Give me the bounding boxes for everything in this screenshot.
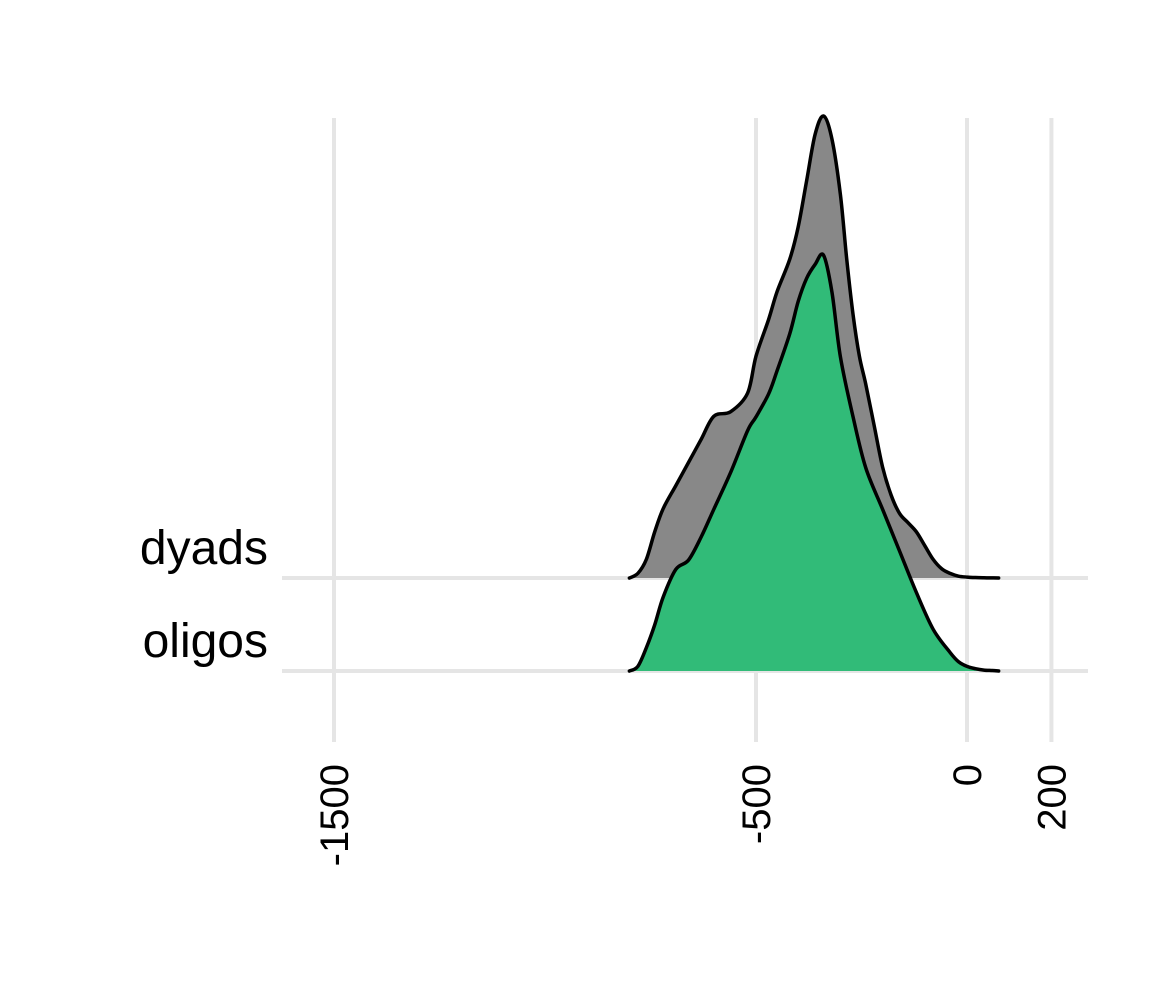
ridge-outline-oligos xyxy=(627,252,1001,673)
ridge-fill-oligos xyxy=(629,254,999,671)
category-label: oligos xyxy=(143,615,268,668)
ridge-outline-dyads xyxy=(627,114,1001,580)
x-tick-label: 200 xyxy=(1030,764,1074,831)
category-label: dyads xyxy=(140,522,268,575)
x-tick-label: -500 xyxy=(735,764,779,844)
x-tick-label: 0 xyxy=(946,764,990,786)
x-tick-label: -1500 xyxy=(313,764,357,866)
ridges xyxy=(627,114,1001,673)
labels: -1500 -500 0 200 dyads oligos xyxy=(140,522,1074,866)
